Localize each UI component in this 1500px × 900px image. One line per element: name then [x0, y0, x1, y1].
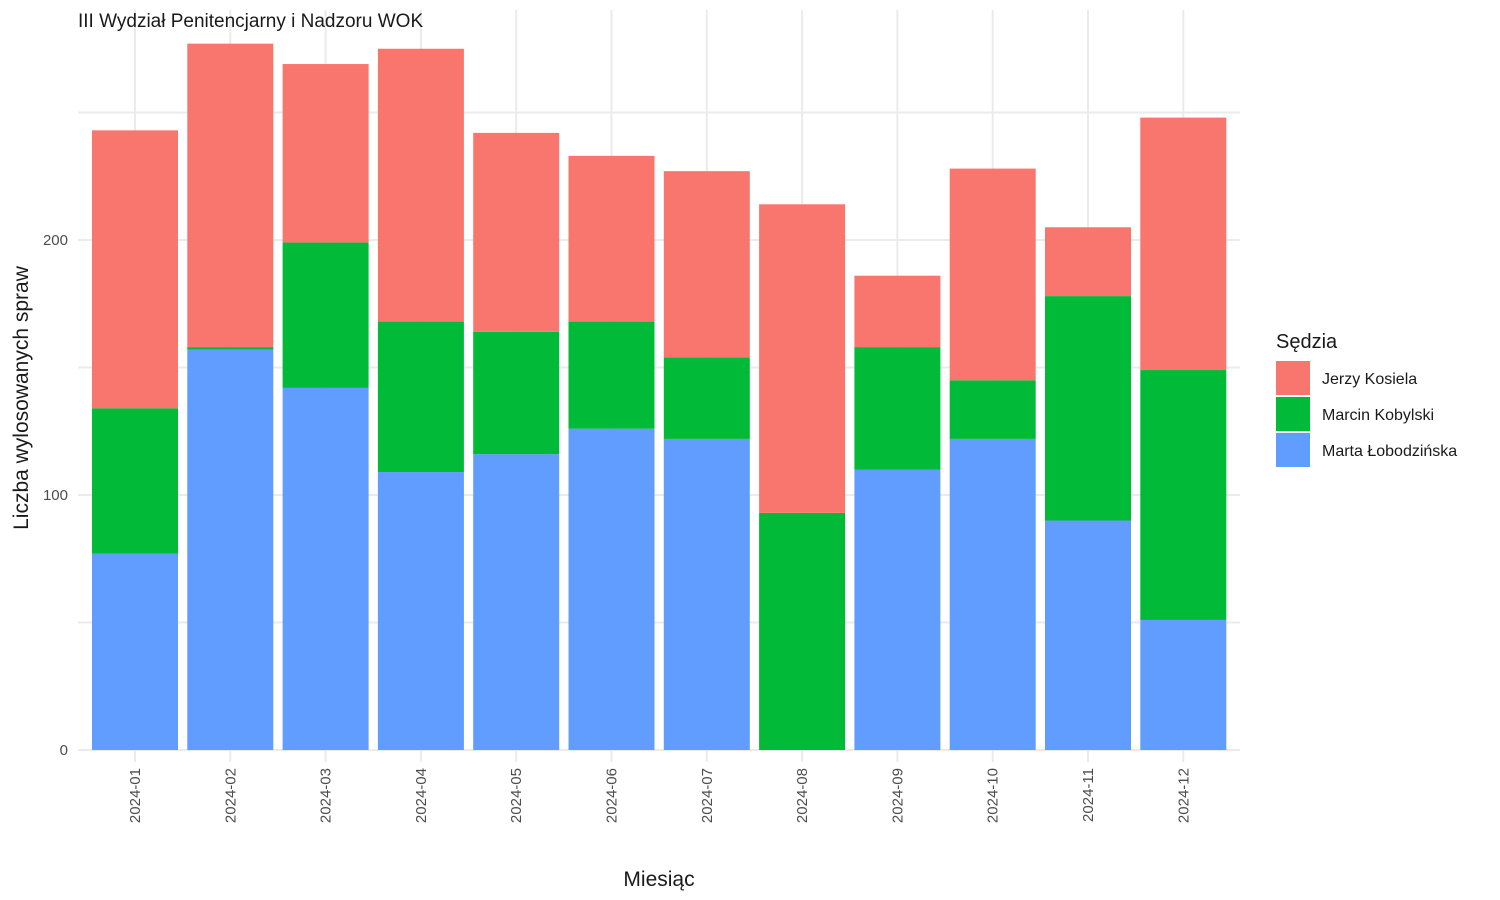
bar-segment [1045, 227, 1131, 297]
bar-segment [949, 438, 1036, 750]
x-tick-label: 2024-04 [413, 768, 430, 823]
bar-segment [1045, 296, 1131, 521]
y-axis-ticks: 0 100 200 [43, 232, 68, 759]
legend: Sędzia Jerzy Kosiela Marcin Kobylski Marta… [1276, 331, 1457, 467]
bar-segment [92, 553, 178, 750]
bar-segment [282, 242, 369, 388]
x-tick-label: 2024-02 [222, 768, 239, 823]
bar-segment [1045, 520, 1131, 750]
bar-segment [949, 380, 1036, 439]
bar-segment [187, 349, 274, 750]
bar-segment [377, 321, 464, 473]
bar-segment [473, 454, 560, 750]
bar-segment [759, 204, 846, 513]
bar-segment [663, 357, 750, 439]
bar-segment [282, 387, 369, 750]
x-tick-label: 2024-07 [699, 768, 716, 823]
x-tick-label: 2024-05 [508, 768, 525, 823]
bar-segment [1140, 619, 1227, 750]
bar-segment [949, 168, 1036, 381]
bar-segment [1140, 117, 1227, 371]
x-tick-label: 2024-03 [318, 768, 335, 823]
legend-label: Marcin Kobylski [1322, 407, 1434, 424]
x-tick-label: 2024-10 [985, 768, 1002, 823]
bar-segment [473, 132, 560, 332]
legend-title: Sędzia [1276, 331, 1338, 353]
legend-label: Marta Łobodzińska [1322, 443, 1457, 460]
bar-segment [759, 512, 846, 750]
legend-swatch [1276, 397, 1310, 431]
bar-segment [377, 472, 464, 750]
x-tick-label: 2024-06 [604, 768, 621, 823]
bar-segment [1140, 370, 1227, 620]
chart-title: III Wydział Penitencjarny i Nadzoru WOK [78, 11, 423, 32]
x-axis-title: Miesiąc [623, 868, 694, 891]
x-tick-label: 2024-11 [1080, 768, 1097, 822]
bar-segment [282, 64, 369, 243]
bar-segment [568, 155, 655, 322]
legend-swatch [1276, 361, 1310, 395]
x-axis-ticks: 2024-01 2024-02 2024-03 2024-04 2024-05 2024-… [127, 768, 1192, 823]
x-tick-label: 2024-12 [1175, 768, 1192, 823]
bar-segment [568, 428, 655, 750]
y-axis-title: Liczba wylosowanych spraw [10, 265, 33, 530]
bar-segment [473, 331, 560, 455]
bar-segment [663, 171, 750, 358]
y-tick-label: 200 [43, 232, 68, 249]
bars-layer [92, 43, 1227, 750]
bar-segment [568, 321, 655, 429]
x-tick-label: 2024-01 [127, 768, 144, 823]
x-tick-label: 2024-09 [889, 768, 906, 823]
bar-segment [854, 469, 941, 750]
x-tick-label: 2024-08 [794, 768, 811, 823]
y-tick-label: 0 [60, 742, 68, 759]
bar-segment [854, 347, 941, 470]
legend-label: Jerzy Kosiela [1322, 371, 1417, 388]
bar-segment [92, 408, 178, 554]
legend-swatch [1276, 433, 1310, 467]
bar-segment [377, 48, 464, 322]
bar-segment [187, 347, 274, 350]
bar-segment [187, 43, 274, 348]
bar-segment [854, 275, 941, 348]
y-tick-label: 100 [43, 487, 68, 504]
bar-segment [92, 130, 178, 409]
bar-segment [663, 438, 750, 750]
